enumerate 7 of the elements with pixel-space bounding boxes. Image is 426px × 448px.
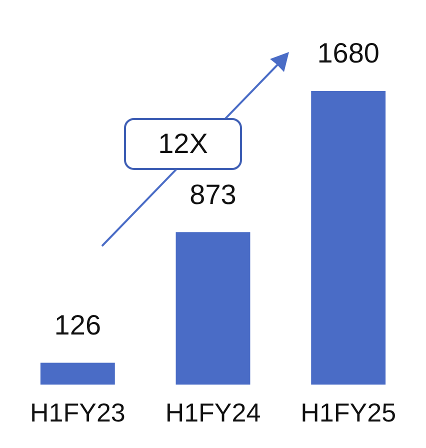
x-tick-label: H1FY23 — [30, 398, 126, 428]
data-label: 126 — [54, 309, 102, 340]
x-tick-label: H1FY24 — [165, 398, 261, 428]
data-label: 1680 — [317, 38, 380, 69]
x-tick-label: H1FY25 — [300, 398, 396, 428]
data-label: 873 — [190, 178, 236, 210]
annotation: 12X — [124, 118, 242, 170]
